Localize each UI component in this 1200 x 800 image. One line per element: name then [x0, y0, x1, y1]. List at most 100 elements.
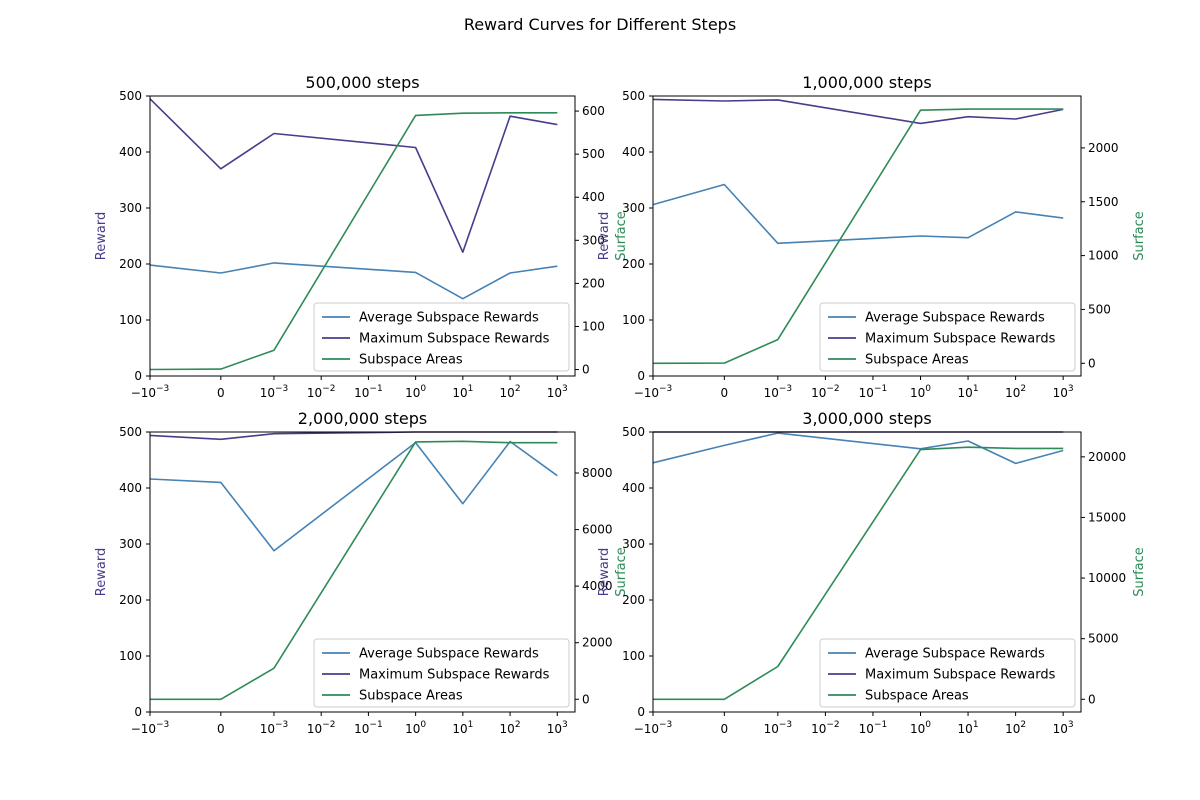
x-axis: −10−3 0 10−3 10−2 10−1 100 101 102 103: [634, 712, 1074, 736]
y2-tick-label: 500: [1088, 302, 1111, 316]
y2-tick-label: 1000: [1088, 249, 1119, 263]
legend-entry: Average Subspace Rewards: [359, 647, 539, 662]
x-tick-label: −10−3: [131, 720, 170, 736]
x-axis: −10−3 0 10−3 10−2 10−1 100 101 102 103: [131, 376, 568, 400]
y-tick-label: 400: [119, 481, 142, 495]
x-axis: −10−3 0 10−3 10−2 10−1 100 101 102 103: [131, 712, 568, 736]
y-axis-label: Reward: [597, 548, 612, 596]
series-line-maximum-subspace-rewards: [652, 98, 1064, 125]
y-tick-label: 100: [119, 649, 142, 663]
y-axis-right: 0 5000 10000 15000 20000: [1081, 450, 1126, 706]
legend-entry: Maximum Subspace Rewards: [359, 668, 550, 683]
y2-tick-label: 10000: [1088, 571, 1126, 585]
y2-tick-label: 15000: [1088, 510, 1126, 524]
x-tick-label: 0: [721, 722, 729, 736]
y-tick-label: 200: [119, 257, 142, 271]
x-tick-label: 101: [452, 384, 473, 400]
y2-axis-label: Surface: [1132, 211, 1147, 261]
y2-tick-label: 4000: [582, 579, 613, 593]
x-tick-label: 10−1: [859, 720, 888, 736]
y2-tick-label: 300: [582, 233, 605, 247]
series-line-average-subspace-rewards: [652, 183, 1064, 245]
x-axis: −10−3 0 10−3 10−2 10−1 100 101 102 103: [634, 376, 1074, 400]
y2-tick-label: 600: [582, 104, 605, 118]
y-tick-label: 200: [119, 593, 142, 607]
x-tick-label: 103: [1053, 384, 1074, 400]
y-tick-label: 500: [622, 425, 645, 439]
x-tick-label: −10−3: [634, 384, 673, 400]
x-tick-label: 103: [547, 384, 568, 400]
subplot-3: 2,000,000 steps−10−3 0 10−3 10−2 10−1 100 101 1…: [94, 409, 629, 736]
legend-entry: Subspace Areas: [865, 353, 969, 368]
x-tick-label: 103: [1053, 720, 1074, 736]
x-tick-label: 101: [958, 720, 979, 736]
y-tick-label: 300: [119, 537, 142, 551]
axes-frame: [149, 431, 576, 713]
y-tick-label: 0: [134, 705, 142, 719]
y2-tick-label: 0: [582, 363, 590, 377]
x-tick-label: 10−3: [764, 720, 793, 736]
x-tick-label: 10−2: [811, 720, 840, 736]
x-tick-label: −10−3: [131, 384, 170, 400]
y-tick-label: 300: [119, 201, 142, 215]
y2-tick-label: 8000: [582, 466, 613, 480]
y2-tick-label: 20000: [1088, 450, 1126, 464]
y-tick-label: 500: [622, 89, 645, 103]
y-axis-label: Reward: [597, 212, 612, 260]
subplot-title: 2,000,000 steps: [298, 409, 427, 428]
x-tick-label: 10−1: [354, 384, 383, 400]
y-axis-right: 0 100 200 300 400 500 600: [575, 104, 605, 377]
subplot-grid: 500,000 steps−10−3 0 10−3 10−2 10−1 100 101 102…: [94, 73, 1147, 736]
x-tick-label: 102: [500, 384, 521, 400]
x-tick-label: 100: [910, 384, 931, 400]
x-tick-label: 0: [721, 386, 729, 400]
x-tick-label: 102: [500, 720, 521, 736]
x-tick-label: 10−3: [764, 384, 793, 400]
y-tick-label: 0: [637, 705, 645, 719]
legend: Average Subspace Rewards Maximum Subspace…: [313, 302, 570, 372]
x-tick-label: 100: [405, 384, 426, 400]
legend-entry: Maximum Subspace Rewards: [865, 668, 1056, 683]
axes-frame: [149, 95, 576, 377]
y-tick-label: 100: [119, 313, 142, 327]
x-tick-label: 101: [958, 384, 979, 400]
legend-box: [313, 302, 570, 372]
x-tick-label: 10−3: [260, 384, 289, 400]
x-tick-label: 103: [547, 720, 568, 736]
series-line-subspace-areas: [150, 440, 558, 701]
y-tick-label: 0: [134, 369, 142, 383]
legend: Average Subspace Rewards Maximum Subspace…: [819, 638, 1076, 708]
y-axis-right: 0 500 1000 1500 2000: [1081, 141, 1119, 370]
x-tick-label: 0: [217, 386, 225, 400]
legend-entry: Average Subspace Rewards: [865, 647, 1045, 662]
y2-tick-label: 6000: [582, 523, 613, 537]
y2-tick-label: 5000: [1088, 632, 1119, 646]
x-tick-label: 10−2: [307, 720, 336, 736]
x-tick-label: 0: [217, 722, 225, 736]
y-tick-label: 300: [622, 537, 645, 551]
series-line-maximum-subspace-rewards: [149, 98, 558, 253]
y-axis-right: 0 2000 4000 6000 8000: [575, 466, 613, 706]
y-axis-left: 0 100 200 300 400 500: [119, 425, 150, 719]
y2-axis-label: Surface: [1132, 547, 1147, 597]
figure-title: Reward Curves for Different Steps: [464, 15, 736, 34]
legend-entry: Maximum Subspace Rewards: [865, 332, 1056, 347]
x-tick-label: −10−3: [634, 720, 673, 736]
x-tick-label: 10−2: [811, 384, 840, 400]
y-axis-left: 0 100 200 300 400 500: [622, 425, 653, 719]
subplot-1: 500,000 steps−10−3 0 10−3 10−2 10−1 100 101 102…: [94, 73, 629, 400]
legend-entry: Maximum Subspace Rewards: [359, 332, 550, 347]
x-tick-label: 102: [1005, 384, 1026, 400]
axes-frame: [652, 95, 1082, 377]
series-line-subspace-areas: [653, 446, 1064, 701]
axes-frame: [652, 431, 1082, 713]
y-tick-label: 200: [622, 257, 645, 271]
x-tick-label: 101: [452, 720, 473, 736]
y2-tick-label: 2000: [1088, 141, 1119, 155]
y2-tick-label: 0: [1088, 356, 1096, 370]
subplot-title: 1,000,000 steps: [802, 73, 931, 92]
series-line-average-subspace-rewards: [149, 440, 558, 552]
y-axis-left: 0 100 200 300 400 500: [119, 89, 150, 383]
legend-box: [313, 638, 570, 708]
